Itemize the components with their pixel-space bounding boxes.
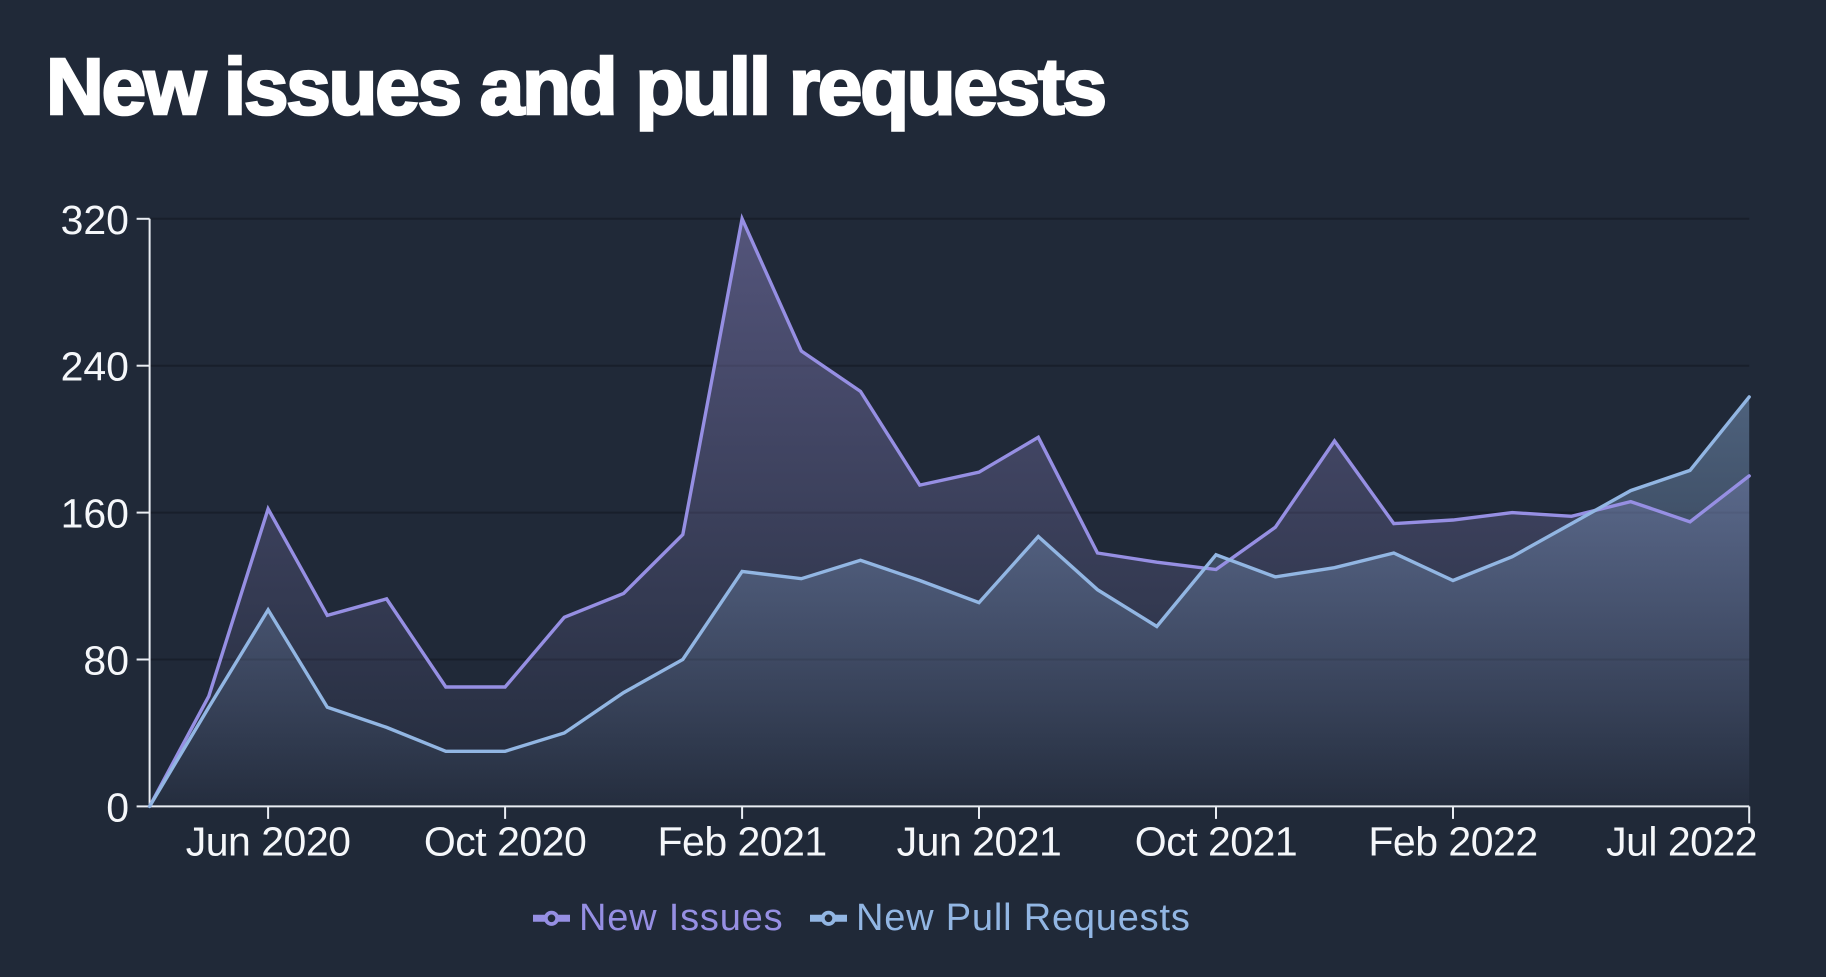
svg-text:Jul 2022: Jul 2022 bbox=[1606, 819, 1757, 865]
svg-text:320: 320 bbox=[61, 197, 129, 243]
svg-text:Jun 2020: Jun 2020 bbox=[186, 819, 351, 865]
svg-text:0: 0 bbox=[106, 784, 129, 830]
svg-text:New Pull Requests: New Pull Requests bbox=[856, 897, 1191, 939]
svg-text:New Issues: New Issues bbox=[579, 897, 783, 939]
svg-text:Feb 2021: Feb 2021 bbox=[657, 819, 826, 865]
svg-text:Oct 2020: Oct 2020 bbox=[424, 819, 586, 865]
svg-text:New issues and pull requests: New issues and pull requests bbox=[46, 42, 1105, 131]
svg-text:240: 240 bbox=[61, 344, 129, 390]
svg-text:Oct 2021: Oct 2021 bbox=[1135, 819, 1297, 865]
svg-text:80: 80 bbox=[83, 638, 129, 684]
svg-text:160: 160 bbox=[61, 491, 129, 537]
svg-text:Feb 2022: Feb 2022 bbox=[1368, 819, 1537, 865]
svg-text:Jun 2021: Jun 2021 bbox=[897, 819, 1062, 865]
